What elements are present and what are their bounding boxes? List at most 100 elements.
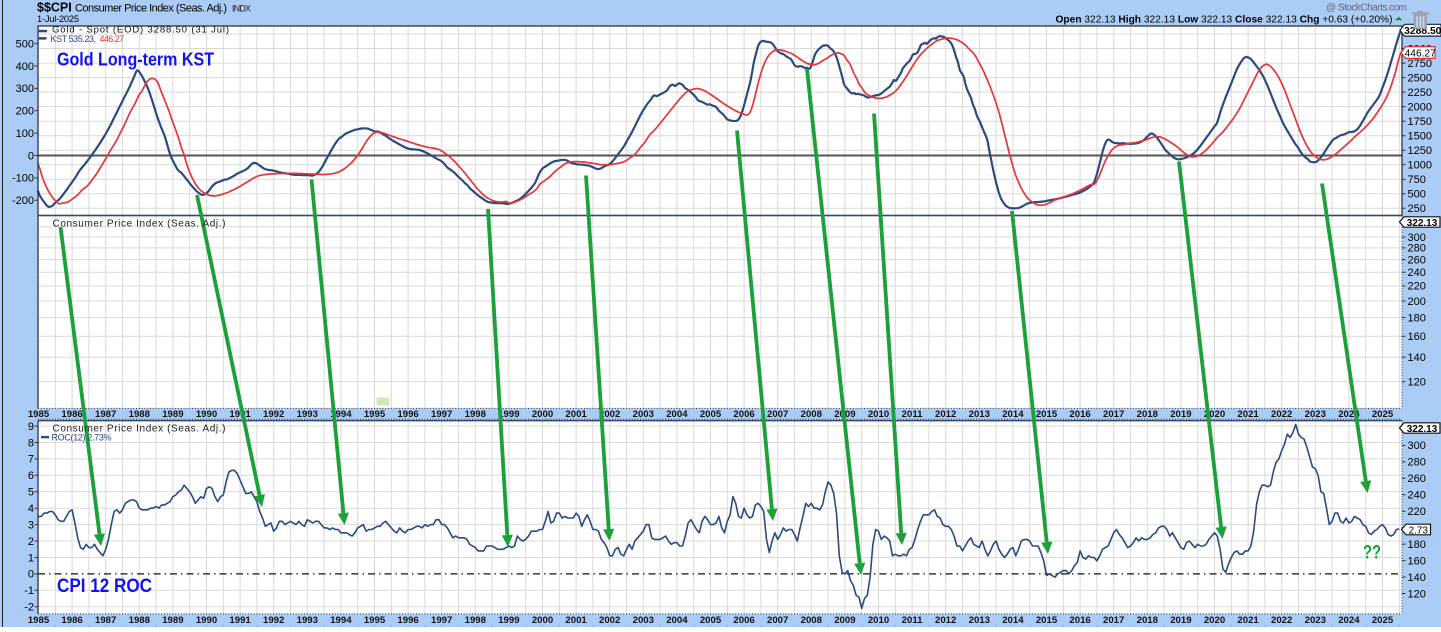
svg-text:1998: 1998 bbox=[465, 409, 487, 420]
svg-text:CPI 12 ROC: CPI 12 ROC bbox=[57, 576, 152, 597]
svg-text:1992: 1992 bbox=[263, 615, 284, 626]
svg-text:220: 220 bbox=[1408, 506, 1426, 518]
svg-text:INDX: INDX bbox=[232, 4, 251, 14]
svg-text:300: 300 bbox=[16, 83, 34, 95]
svg-text:1500: 1500 bbox=[1408, 131, 1432, 143]
svg-text:7: 7 bbox=[28, 454, 34, 466]
svg-text:2024: 2024 bbox=[1338, 409, 1360, 420]
svg-text:2010: 2010 bbox=[868, 615, 889, 626]
svg-text:2025: 2025 bbox=[1372, 409, 1394, 420]
svg-text:322.13: 322.13 bbox=[1407, 218, 1438, 229]
svg-text:-1: -1 bbox=[24, 585, 34, 597]
svg-text:1-Jul-2025: 1-Jul-2025 bbox=[37, 14, 79, 24]
svg-text:2015: 2015 bbox=[1036, 409, 1058, 420]
svg-text:2003: 2003 bbox=[633, 409, 654, 420]
svg-text:2007: 2007 bbox=[767, 409, 788, 420]
svg-text:240: 240 bbox=[1408, 267, 1426, 279]
svg-text:3288.50: 3288.50 bbox=[1404, 26, 1441, 37]
svg-text:2020: 2020 bbox=[1204, 615, 1225, 626]
svg-text:1994: 1994 bbox=[330, 615, 352, 626]
svg-text:500: 500 bbox=[16, 38, 34, 50]
svg-text:Consumer Price Index (Seas. Ad: Consumer Price Index (Seas. Adj.) bbox=[53, 424, 226, 435]
svg-text:2004: 2004 bbox=[666, 409, 688, 420]
svg-text:2002: 2002 bbox=[599, 409, 620, 420]
svg-text:2.73: 2.73 bbox=[1408, 525, 1428, 536]
svg-text:1988: 1988 bbox=[129, 615, 151, 626]
svg-text:1250: 1250 bbox=[1408, 145, 1432, 157]
svg-text:300: 300 bbox=[1408, 232, 1426, 244]
svg-text:446.27: 446.27 bbox=[1405, 48, 1436, 59]
svg-text:400: 400 bbox=[16, 61, 34, 73]
svg-text:2005: 2005 bbox=[700, 409, 722, 420]
svg-text:1995: 1995 bbox=[364, 409, 386, 420]
svg-text:3: 3 bbox=[28, 519, 34, 531]
svg-text:280: 280 bbox=[1408, 243, 1426, 255]
svg-text:2023: 2023 bbox=[1305, 409, 1326, 420]
svg-text:2021: 2021 bbox=[1237, 615, 1259, 626]
svg-text:140: 140 bbox=[1408, 352, 1426, 364]
svg-text:2008: 2008 bbox=[801, 615, 823, 626]
svg-text:1: 1 bbox=[28, 552, 34, 564]
svg-text:1999: 1999 bbox=[498, 409, 519, 420]
svg-text:8: 8 bbox=[28, 437, 34, 449]
svg-text:2019: 2019 bbox=[1170, 615, 1191, 626]
svg-text:2021: 2021 bbox=[1237, 409, 1259, 420]
svg-text:2014: 2014 bbox=[1002, 409, 1024, 420]
svg-text:4: 4 bbox=[28, 503, 34, 515]
svg-text:180: 180 bbox=[1408, 312, 1426, 324]
svg-text:2006: 2006 bbox=[733, 409, 754, 420]
svg-text:1987: 1987 bbox=[95, 409, 116, 420]
svg-text:1750: 1750 bbox=[1408, 116, 1432, 128]
svg-text:322.13: 322.13 bbox=[1407, 424, 1438, 435]
svg-text:2018: 2018 bbox=[1137, 615, 1159, 626]
svg-text:1986: 1986 bbox=[61, 409, 82, 420]
svg-text:300: 300 bbox=[1408, 440, 1426, 452]
svg-text:260: 260 bbox=[1408, 254, 1426, 266]
svg-text:2012: 2012 bbox=[935, 409, 956, 420]
svg-text:250: 250 bbox=[1408, 203, 1426, 215]
svg-text:-2: -2 bbox=[24, 602, 34, 614]
svg-text:2007: 2007 bbox=[767, 615, 788, 626]
svg-text:446.27: 446.27 bbox=[100, 34, 125, 44]
svg-text:2016: 2016 bbox=[1069, 615, 1090, 626]
svg-text:0: 0 bbox=[28, 150, 34, 162]
svg-text:2000: 2000 bbox=[532, 615, 553, 626]
svg-text:140: 140 bbox=[1408, 572, 1426, 584]
svg-text:0: 0 bbox=[28, 569, 34, 581]
svg-text:2023: 2023 bbox=[1305, 615, 1326, 626]
svg-text:240: 240 bbox=[1408, 490, 1426, 502]
svg-text:2017: 2017 bbox=[1103, 409, 1124, 420]
svg-text:1996: 1996 bbox=[397, 409, 418, 420]
svg-text:280: 280 bbox=[1408, 457, 1426, 469]
svg-text:1988: 1988 bbox=[129, 409, 151, 420]
svg-text:2022: 2022 bbox=[1271, 615, 1292, 626]
svg-text:1990: 1990 bbox=[196, 409, 217, 420]
svg-text:1985: 1985 bbox=[28, 615, 50, 626]
svg-text:1997: 1997 bbox=[431, 615, 452, 626]
svg-text:2250: 2250 bbox=[1408, 87, 1432, 99]
svg-text:2024: 2024 bbox=[1338, 615, 1360, 626]
svg-text:500: 500 bbox=[1408, 189, 1426, 201]
svg-text:2016: 2016 bbox=[1069, 409, 1090, 420]
svg-text:Gold Long-term KST: Gold Long-term KST bbox=[57, 49, 214, 70]
svg-text:2013: 2013 bbox=[969, 615, 990, 626]
svg-text:2009: 2009 bbox=[834, 615, 855, 626]
svg-text:1998: 1998 bbox=[465, 615, 487, 626]
svg-text:9: 9 bbox=[28, 421, 34, 433]
svg-text:220: 220 bbox=[1408, 281, 1426, 293]
svg-text:1991: 1991 bbox=[229, 615, 251, 626]
svg-text:180: 180 bbox=[1408, 539, 1426, 551]
svg-text:1990: 1990 bbox=[196, 615, 217, 626]
svg-text:Open 322.13 High 322.13 Low 32: Open 322.13 High 322.13 Low 322.13 Close… bbox=[1056, 15, 1393, 26]
svg-text:2013: 2013 bbox=[969, 409, 990, 420]
svg-text:2004: 2004 bbox=[666, 615, 688, 626]
svg-text:2003: 2003 bbox=[633, 615, 654, 626]
svg-text:1989: 1989 bbox=[162, 409, 183, 420]
svg-text:2025: 2025 bbox=[1372, 615, 1394, 626]
svg-text:-100: -100 bbox=[12, 173, 34, 185]
svg-text:2001: 2001 bbox=[565, 615, 587, 626]
svg-text:160: 160 bbox=[1408, 555, 1426, 567]
svg-text:260: 260 bbox=[1408, 473, 1426, 485]
svg-text:750: 750 bbox=[1408, 174, 1426, 186]
svg-text:1992: 1992 bbox=[263, 409, 284, 420]
